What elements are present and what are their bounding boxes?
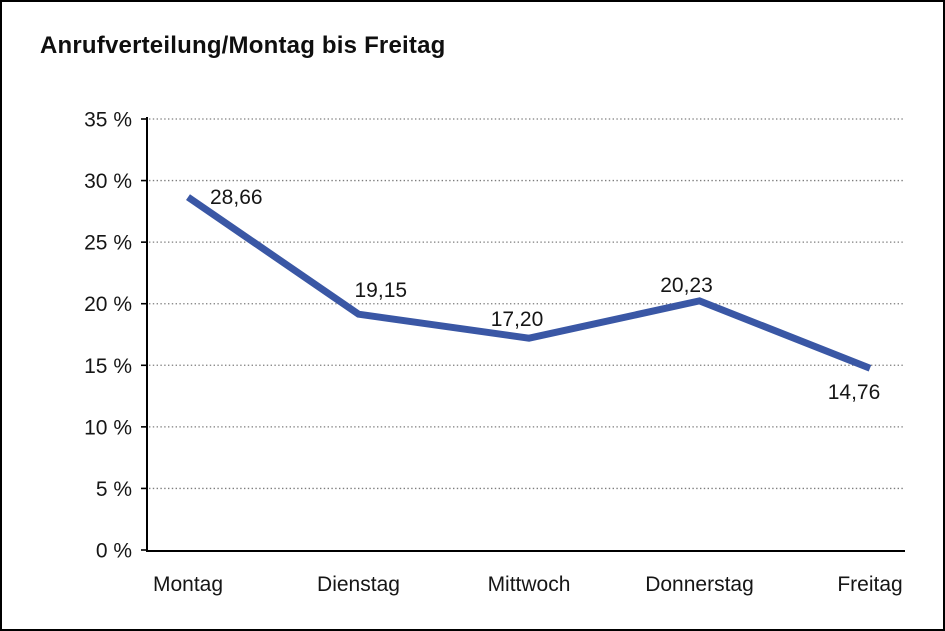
y-axis-tick-label: 20 % <box>84 293 132 316</box>
x-axis-category-label: Donnerstag <box>645 573 754 596</box>
y-axis-tick-label: 10 % <box>84 416 132 439</box>
y-axis-tick-label: 25 % <box>84 232 132 255</box>
x-axis-category-label: Mittwoch <box>488 573 571 596</box>
data-point-label: 19,15 <box>355 279 408 302</box>
x-axis-category-label: Dienstag <box>317 573 400 596</box>
data-point-label: 14,76 <box>828 381 881 404</box>
y-axis-tick-label: 5 % <box>96 478 132 501</box>
data-point-label: 20,23 <box>660 274 713 297</box>
y-axis-tick-label: 35 % <box>84 109 132 132</box>
data-point-label: 17,20 <box>491 308 544 331</box>
x-axis-category-label: Montag <box>153 573 223 596</box>
x-axis-category-label: Freitag <box>837 573 902 596</box>
y-axis-tick-label: 15 % <box>84 355 132 378</box>
y-axis-tick-label: 30 % <box>84 170 132 193</box>
data-point-label: 28,66 <box>210 186 263 209</box>
y-axis-tick-label: 0 % <box>96 540 132 563</box>
data-line <box>186 194 872 372</box>
chart-title: Anrufverteilung/Montag bis Freitag <box>40 32 446 59</box>
